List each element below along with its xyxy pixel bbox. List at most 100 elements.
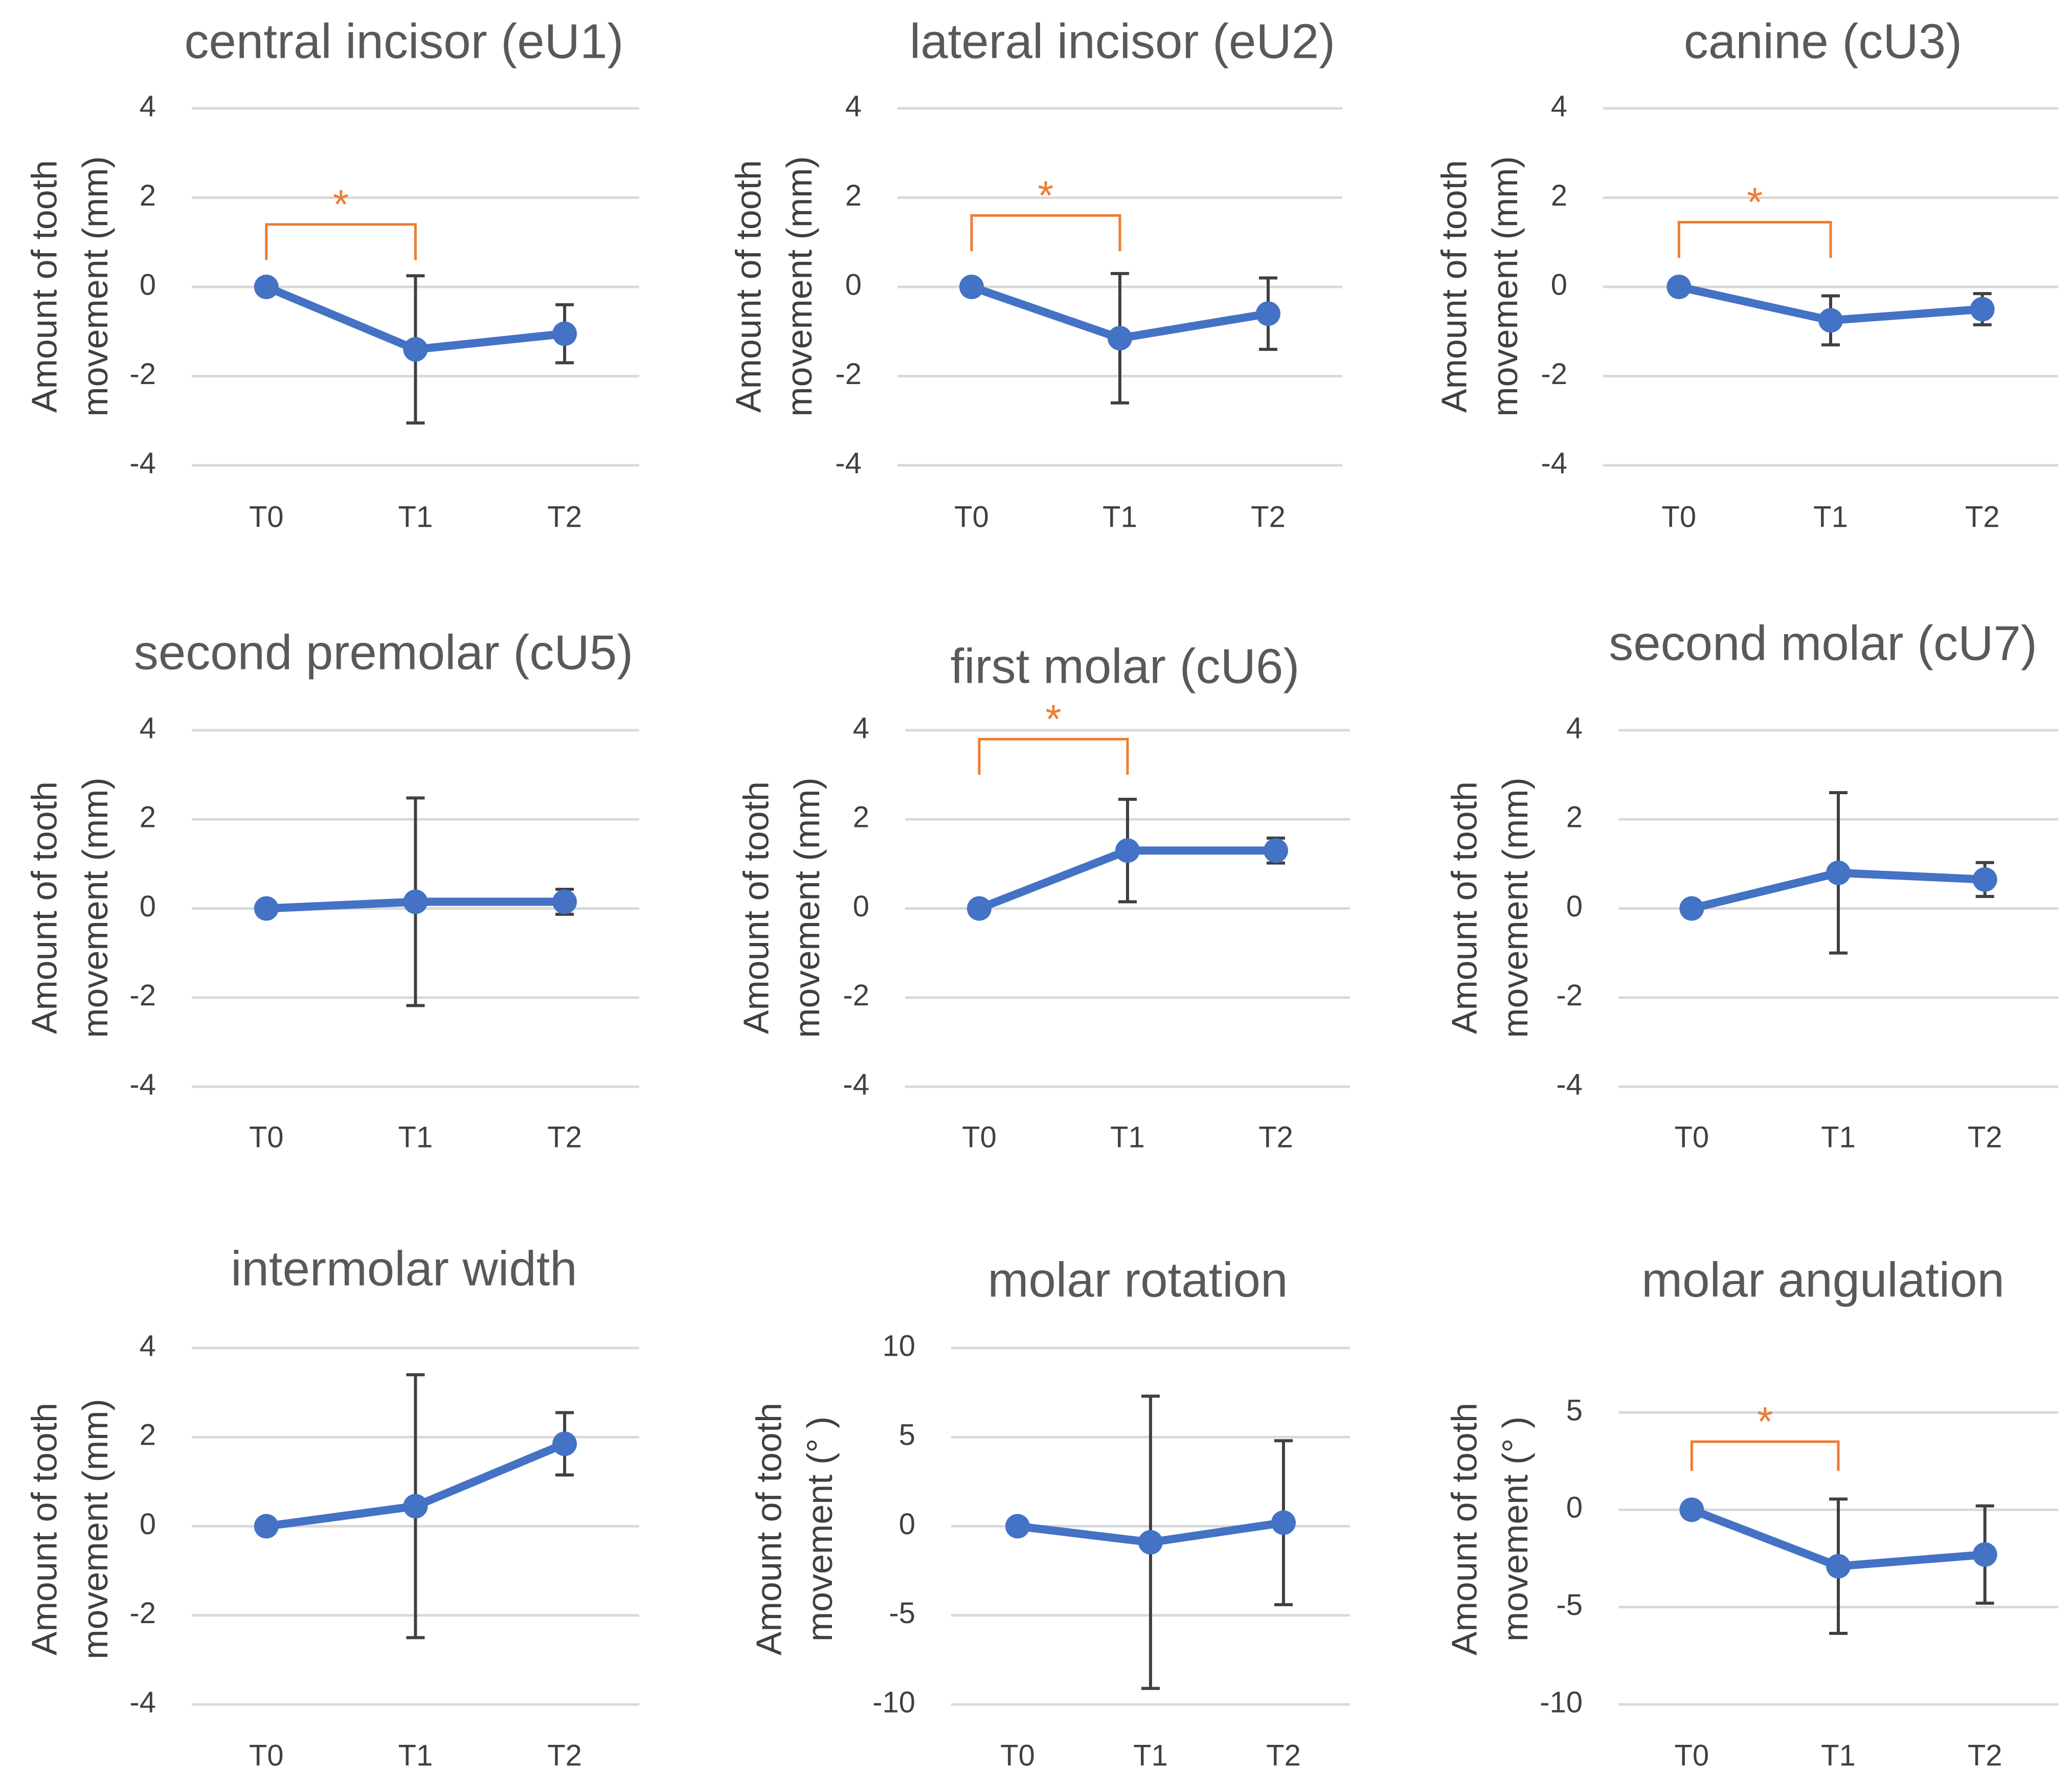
x-tick-label: T0: [1661, 500, 1696, 533]
significance-bracket: [1677, 220, 1832, 258]
y-tick-label: 4: [845, 89, 862, 123]
data-point: [1679, 1497, 1704, 1522]
x-tick-label: T0: [962, 1120, 997, 1154]
y-tick-label: -4: [129, 446, 156, 480]
data-point: [1005, 1514, 1030, 1539]
y-axis-label: Amount of tooth movement (mm): [25, 777, 115, 1038]
data-point: [1108, 326, 1132, 351]
y-tick-label: 0: [1551, 268, 1567, 301]
y-axis-label-line: Amount of tooth: [1445, 1403, 1484, 1655]
x-tick-label: T2: [547, 1120, 582, 1154]
x-tick-label: T1: [1821, 1120, 1856, 1154]
y-tick-label: 0: [140, 1508, 156, 1541]
y-tick-label: 4: [140, 1329, 156, 1362]
data-point: [254, 275, 279, 299]
y-tick-label: -4: [843, 1068, 869, 1101]
y-axis-label: Amount of tooth movement (mm): [729, 156, 819, 416]
y-tick-label: -5: [1556, 1588, 1583, 1622]
y-tick-label: -10: [872, 1686, 915, 1719]
significance-star: *: [1747, 179, 1763, 224]
y-axis-label: Amount of tooth movement (° ): [749, 1403, 840, 1655]
x-tick-label: T0: [1674, 1739, 1709, 1772]
data-point: [1970, 297, 1995, 322]
y-tick-label: -2: [1556, 979, 1583, 1012]
x-tick-label: T1: [1813, 500, 1848, 533]
y-tick-label: -2: [129, 357, 156, 391]
x-tick-label: T1: [398, 1739, 433, 1772]
y-axis-label-line: Amount of tooth: [25, 1403, 64, 1655]
y-tick-label: -2: [129, 1597, 156, 1630]
x-tick-label: T1: [398, 1120, 433, 1154]
y-axis-label-line: Amount of tooth: [25, 160, 64, 413]
y-axis-label-line: Amount of tooth: [1445, 781, 1484, 1034]
data-point: [1256, 301, 1280, 326]
y-tick-label: 0: [1566, 890, 1583, 923]
x-tick-label: T2: [1266, 1739, 1301, 1772]
y-tick-label: 0: [140, 268, 156, 301]
y-tick-label: 4: [1566, 711, 1583, 745]
data-point: [1972, 867, 1997, 892]
y-axis-label-line: movement (mm): [787, 777, 827, 1038]
y-tick-label: 10: [882, 1329, 915, 1362]
data-point: [552, 889, 577, 914]
y-tick-label: -2: [843, 979, 869, 1012]
y-tick-label: -4: [835, 446, 862, 480]
significance-bracket: [970, 214, 1121, 252]
y-axis-label-line: Amount of tooth: [729, 160, 769, 413]
y-axis-label-line: Amount of tooth: [749, 1403, 789, 1655]
y-tick-label: -5: [889, 1597, 915, 1630]
data-point: [1818, 308, 1843, 333]
y-axis-label: Amount of tooth movement (mm): [1445, 777, 1535, 1038]
y-tick-label: -4: [1556, 1068, 1583, 1101]
chart-panel: molar rotation Amount of tooth movement (°…: [749, 1252, 1350, 1772]
chart-title: canine (cU3): [1684, 14, 1962, 69]
data-point: [1972, 1542, 1997, 1567]
y-axis-label: Amount of tooth movement (mm): [736, 777, 827, 1038]
data-point: [1264, 838, 1288, 863]
chart-panel: second premolar (cU5) Amount of tooth move…: [25, 625, 639, 1154]
y-tick-label: -4: [1541, 446, 1567, 480]
y-tick-label: 2: [140, 1419, 156, 1452]
data-point: [967, 896, 992, 921]
data-point: [1826, 1554, 1851, 1579]
y-tick-label: -4: [129, 1686, 156, 1719]
y-tick-label: 4: [1551, 89, 1567, 123]
chart-title: intermolar width: [231, 1241, 577, 1296]
y-axis-label-line: Amount of tooth: [25, 781, 64, 1034]
y-tick-label: 2: [140, 801, 156, 834]
chart-panel: lateral incisor (eU2) Amount of tooth move…: [729, 14, 1342, 533]
y-axis-label-line: movement (mm): [1485, 156, 1525, 416]
y-axis-label-line: Amount of tooth: [736, 781, 776, 1034]
data-point: [1826, 860, 1851, 885]
significance-star: *: [1045, 696, 1061, 742]
x-tick-label: T1: [1102, 500, 1137, 533]
y-tick-label: -2: [129, 979, 156, 1012]
data-point: [552, 321, 577, 346]
chart-title: second molar (cU7): [1609, 616, 2037, 670]
chart-panel: second molar (cU7) Amount of tooth movemen…: [1445, 616, 2058, 1154]
y-axis-label-line: Amount of tooth: [1434, 160, 1474, 413]
x-tick-label: T1: [1110, 1120, 1145, 1154]
y-tick-label: 4: [853, 711, 869, 745]
y-axis-label-line: movement (mm): [75, 777, 115, 1038]
data-point: [1679, 896, 1704, 921]
y-tick-label: 4: [140, 711, 156, 745]
y-axis-label: Amount of tooth movement (° ): [1445, 1403, 1535, 1655]
x-tick-label: T2: [1258, 1120, 1293, 1154]
chart-title: central incisor (eU1): [185, 14, 624, 69]
data-point: [1138, 1530, 1163, 1555]
data-point: [1271, 1510, 1296, 1535]
chart-title: lateral incisor (eU2): [910, 14, 1335, 69]
y-tick-label: 0: [853, 890, 869, 923]
y-axis-label: Amount of tooth movement (mm): [1434, 156, 1525, 416]
chart-panel: canine (cU3) Amount of tooth movement (mm)…: [1434, 14, 2058, 533]
x-tick-label: T0: [249, 1120, 284, 1154]
x-tick-label: T1: [398, 500, 433, 533]
y-tick-label: -2: [1541, 357, 1567, 391]
data-point: [1115, 838, 1140, 863]
x-tick-label: T2: [1968, 1120, 2002, 1154]
y-axis-label: Amount of tooth movement (mm): [25, 1399, 115, 1659]
x-tick-label: T0: [249, 1739, 284, 1772]
y-tick-label: -4: [129, 1068, 156, 1101]
